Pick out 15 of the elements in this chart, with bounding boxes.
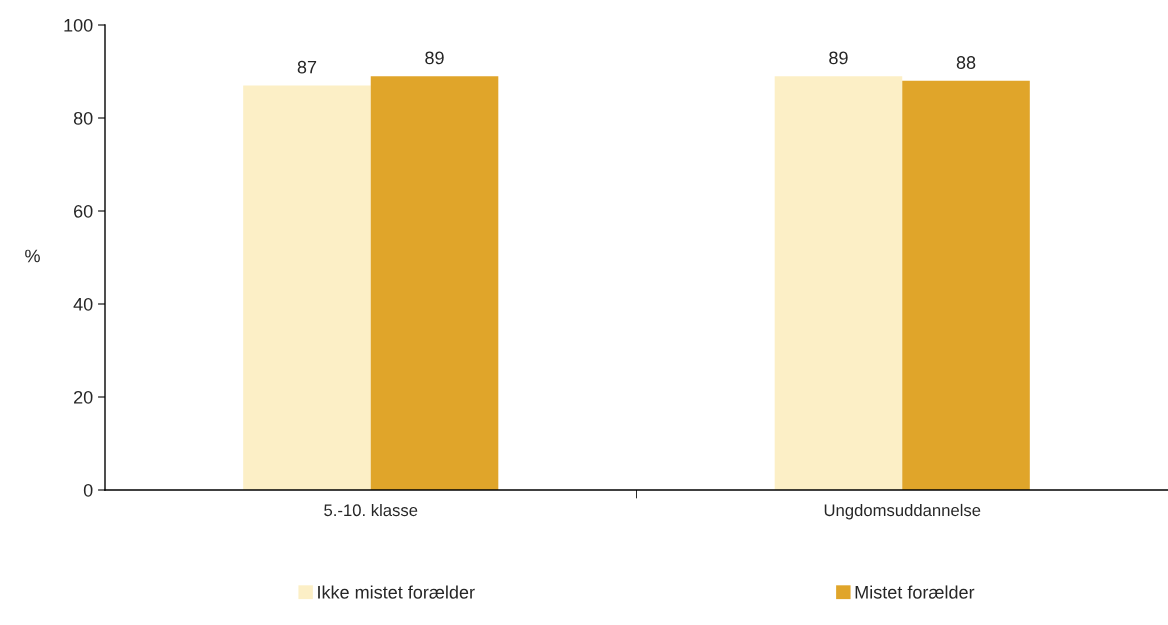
- y-tick-label: 0: [83, 483, 93, 497]
- data-label: 88: [956, 56, 976, 69]
- data-label: 89: [829, 51, 848, 65]
- data-label: 89: [425, 51, 444, 65]
- y-tick-label: 60: [74, 204, 93, 218]
- x-tick-label: 5.-10. klasse: [324, 503, 418, 517]
- data-label: 87: [297, 60, 317, 74]
- y-tick-label: 80: [73, 111, 93, 125]
- y-tick-label: 40: [73, 297, 93, 311]
- y-tick-label: 20: [74, 390, 93, 404]
- y-tick-label: 100: [64, 18, 93, 32]
- x-tick-label: Ungdomsuddannelse: [824, 503, 981, 520]
- legend-label: Mistet forælder: [855, 585, 975, 599]
- y-axis-title: %: [25, 249, 40, 263]
- legend-label: Ikke mistet forælder: [318, 585, 475, 599]
